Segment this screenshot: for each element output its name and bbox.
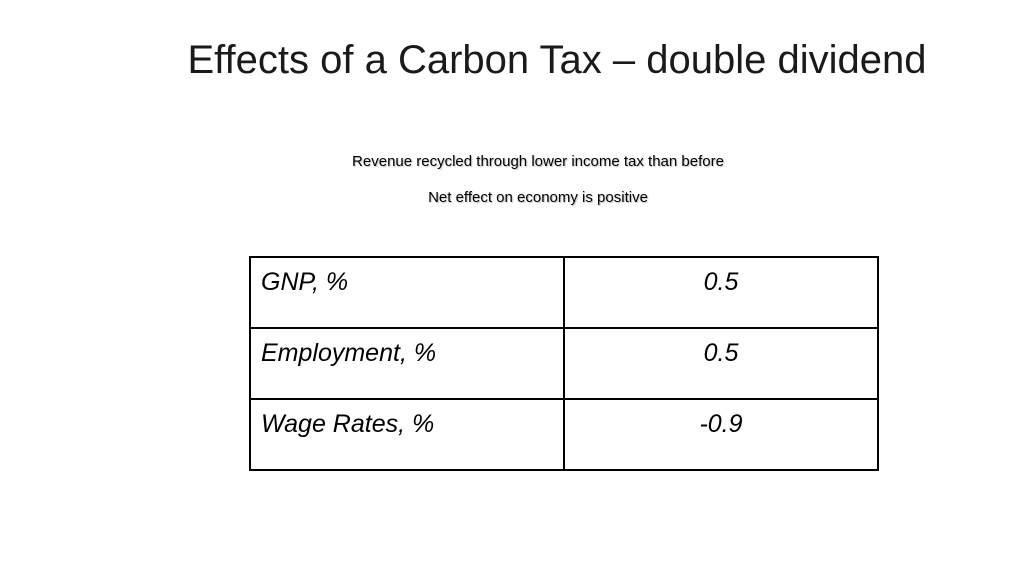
table-cell-value: 0.5 (563, 327, 879, 400)
table-cell-value: -0.9 (563, 398, 879, 471)
table-row-wage-rates: Wage Rates, % -0.9 (249, 398, 879, 471)
table-cell-label: Wage Rates, % (249, 398, 565, 471)
table-row-gnp: GNP, % 0.5 (249, 256, 879, 329)
slide-title: Effects of a Carbon Tax – double dividen… (187, 38, 927, 82)
table-cell-value: 0.5 (563, 256, 879, 329)
effects-table: GNP, % 0.5 Employment, % 0.5 Wage Rates,… (249, 256, 879, 471)
subtitle-line-recycled: Revenue recycled through lower income ta… (352, 153, 724, 170)
table-row-employment: Employment, % 0.5 (249, 327, 879, 400)
subtitle-line-net-effect: Net effect on economy is positive (428, 189, 648, 206)
table-cell-label: GNP, % (249, 256, 565, 329)
table-cell-label: Employment, % (249, 327, 565, 400)
